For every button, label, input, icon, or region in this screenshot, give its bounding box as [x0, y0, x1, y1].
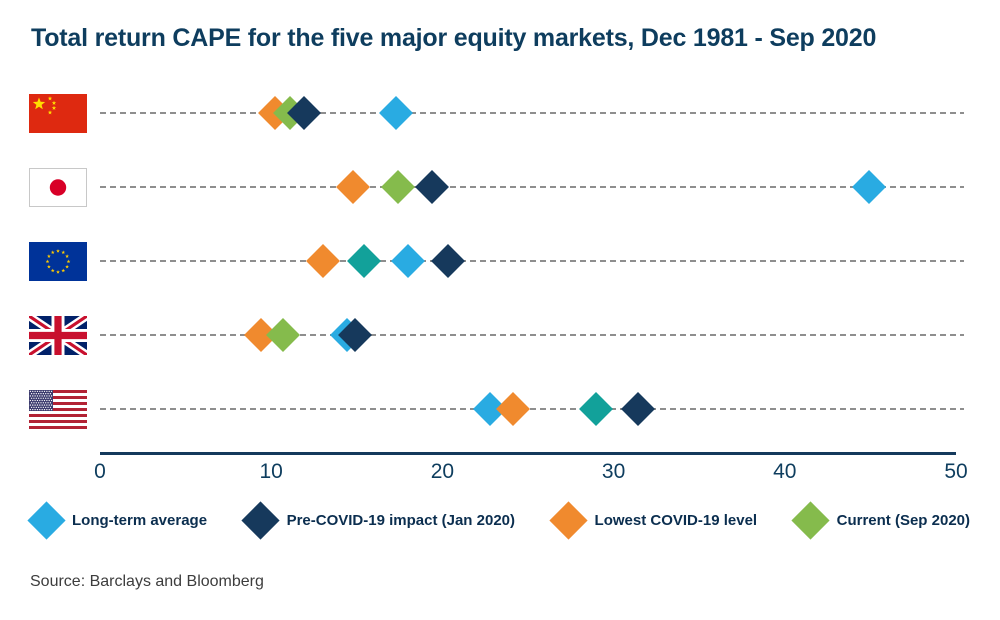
x-axis-tick-10: 10: [259, 460, 283, 483]
source-note: Source: Barclays and Bloomberg: [30, 573, 264, 590]
dashed-gridline: [100, 334, 964, 336]
marker-current-sep-2020: [346, 244, 381, 278]
legend: Long-term average Pre-COVID-19 impact (J…: [26, 499, 970, 541]
marker-lowest-covid-19-level: [305, 244, 340, 278]
dashed-gridline: [100, 260, 964, 262]
diamond-marker-icon: [791, 500, 830, 540]
x-axis-tick-50: 50: [944, 460, 968, 483]
market-row-us: [0, 372, 1000, 446]
chart-title: Total return CAPE for the five major equ…: [31, 24, 877, 52]
marker-long-term-average: [379, 96, 414, 130]
legend-item-pre-covid-19-impact-jan-2020: Pre-COVID-19 impact (Jan 2020): [241, 499, 515, 541]
marker-long-term-average: [391, 244, 426, 278]
diamond-marker-icon: [26, 500, 66, 540]
marker-pre-covid-19-impact-jan-2020: [430, 244, 465, 278]
x-axis: 0 10 20 30 40 50: [94, 452, 968, 485]
x-axis-tick-30: 30: [601, 460, 626, 483]
dashed-gridline: [100, 186, 964, 188]
legend-item-current-sep-2020: Current (Sep 2020): [791, 499, 970, 541]
market-row-japan: [0, 150, 1000, 224]
marker-long-term-average: [851, 170, 886, 204]
chart-plot-area: [0, 76, 1000, 446]
marker-lowest-covid-19-level: [495, 392, 530, 426]
market-row-eurozone: [0, 224, 1000, 298]
marker-current-sep-2020: [266, 318, 301, 352]
flag-eurozone-icon: [29, 241, 87, 281]
x-axis-tick-20: 20: [430, 460, 455, 483]
marker-pre-covid-19-impact-jan-2020: [620, 392, 655, 426]
x-axis-tick-0: 0: [94, 460, 106, 483]
market-row-uk: [0, 298, 1000, 372]
flag-uk-icon: [29, 315, 87, 355]
flag-us-icon: [29, 389, 87, 429]
diamond-marker-icon: [241, 500, 280, 540]
marker-current-sep-2020: [579, 392, 614, 426]
x-axis-tick-40: 40: [773, 460, 797, 483]
marker-lowest-covid-19-level: [336, 170, 371, 204]
market-row-china: [0, 76, 1000, 150]
dashed-gridline: [100, 112, 964, 114]
legend-item-long-term-average: Long-term average: [26, 499, 207, 541]
dashed-gridline: [100, 408, 964, 410]
diamond-marker-icon: [549, 500, 588, 540]
legend-item-lowest-covid-19-level: Lowest COVID-19 level: [549, 499, 757, 541]
x-axis-line: [100, 452, 956, 455]
x-axis-labels: 0 10 20 30 40 50: [94, 455, 968, 485]
marker-current-sep-2020: [380, 170, 415, 204]
marker-pre-covid-19-impact-jan-2020: [415, 170, 450, 204]
flag-japan-icon: [29, 167, 87, 207]
flag-china-icon: [29, 93, 87, 133]
